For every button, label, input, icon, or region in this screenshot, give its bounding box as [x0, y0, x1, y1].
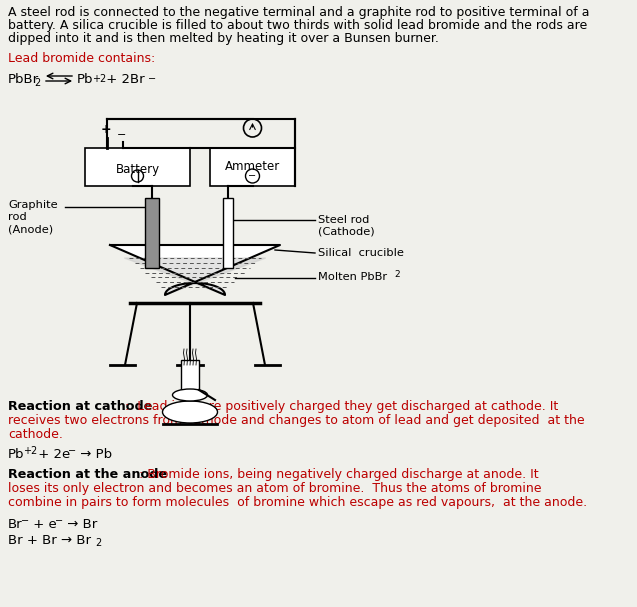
Text: −: −: [248, 171, 257, 181]
Text: Ammeter: Ammeter: [225, 160, 280, 174]
Text: Steel rod: Steel rod: [318, 215, 369, 225]
Text: A steel rod is connected to the negative terminal and a graphite rod to positive: A steel rod is connected to the negative…: [8, 6, 589, 19]
Text: receives two electrons from cathode and changes to atom of lead and get deposite: receives two electrons from cathode and …: [8, 414, 585, 427]
Text: :  Lead ions are positively charged they get discharged at cathode. It: : Lead ions are positively charged they …: [125, 400, 558, 413]
Text: −: −: [117, 130, 127, 140]
Polygon shape: [110, 245, 280, 295]
Text: : Bromide ions, being negatively charged discharge at anode. It: : Bromide ions, being negatively charged…: [139, 468, 539, 481]
Text: Pb: Pb: [8, 448, 24, 461]
Text: −: −: [21, 516, 29, 526]
Text: cathode.: cathode.: [8, 428, 63, 441]
Text: Reaction at the anode: Reaction at the anode: [8, 468, 167, 481]
Text: Reaction at cathode: Reaction at cathode: [8, 400, 152, 413]
Text: (Anode): (Anode): [8, 224, 53, 234]
Text: 2: 2: [394, 270, 399, 279]
Bar: [85, 148, 190, 186]
Text: 2: 2: [34, 78, 40, 88]
Ellipse shape: [162, 401, 217, 423]
Text: rod: rod: [8, 212, 27, 222]
Text: Silical  crucible: Silical crucible: [318, 248, 404, 258]
Text: → Pb: → Pb: [76, 448, 112, 461]
Text: combine in pairs to form molecules  of bromine which escape as red vapours,  at : combine in pairs to form molecules of br…: [8, 496, 587, 509]
Bar: [145, 198, 159, 268]
Text: + 2Br: + 2Br: [102, 73, 145, 86]
Text: loses its only electron and becomes an atom of bromine.  Thus the atoms of bromi: loses its only electron and becomes an a…: [8, 482, 541, 495]
Ellipse shape: [173, 389, 208, 401]
Text: (Cathode): (Cathode): [318, 227, 375, 237]
Text: +2: +2: [23, 446, 37, 456]
Text: +: +: [101, 123, 111, 136]
Bar: [181, 360, 199, 395]
Bar: [223, 198, 233, 268]
Text: + 2e: + 2e: [34, 448, 70, 461]
Text: Molten PbBr: Molten PbBr: [318, 272, 387, 282]
Text: → Br: → Br: [63, 518, 97, 531]
Text: Battery: Battery: [115, 163, 159, 175]
Text: Pb: Pb: [77, 73, 94, 86]
Polygon shape: [124, 258, 266, 295]
Text: −: −: [148, 74, 156, 84]
Text: PbBr: PbBr: [8, 73, 39, 86]
Text: dipped into it and is then melted by heating it over a Bunsen burner.: dipped into it and is then melted by hea…: [8, 32, 439, 45]
Text: 2: 2: [95, 538, 101, 548]
Text: battery. A silica crucible is filled to about two thirds with solid lead bromide: battery. A silica crucible is filled to …: [8, 19, 587, 32]
Text: Graphite: Graphite: [8, 200, 57, 210]
Text: Br: Br: [8, 518, 23, 531]
Text: Lead bromide contains:: Lead bromide contains:: [8, 52, 155, 65]
Text: Br + Br → Br: Br + Br → Br: [8, 534, 91, 547]
Text: −: −: [68, 446, 76, 456]
Text: −: −: [55, 516, 63, 526]
Text: +2: +2: [92, 74, 106, 84]
Bar: [210, 148, 295, 186]
Text: + e: + e: [29, 518, 57, 531]
